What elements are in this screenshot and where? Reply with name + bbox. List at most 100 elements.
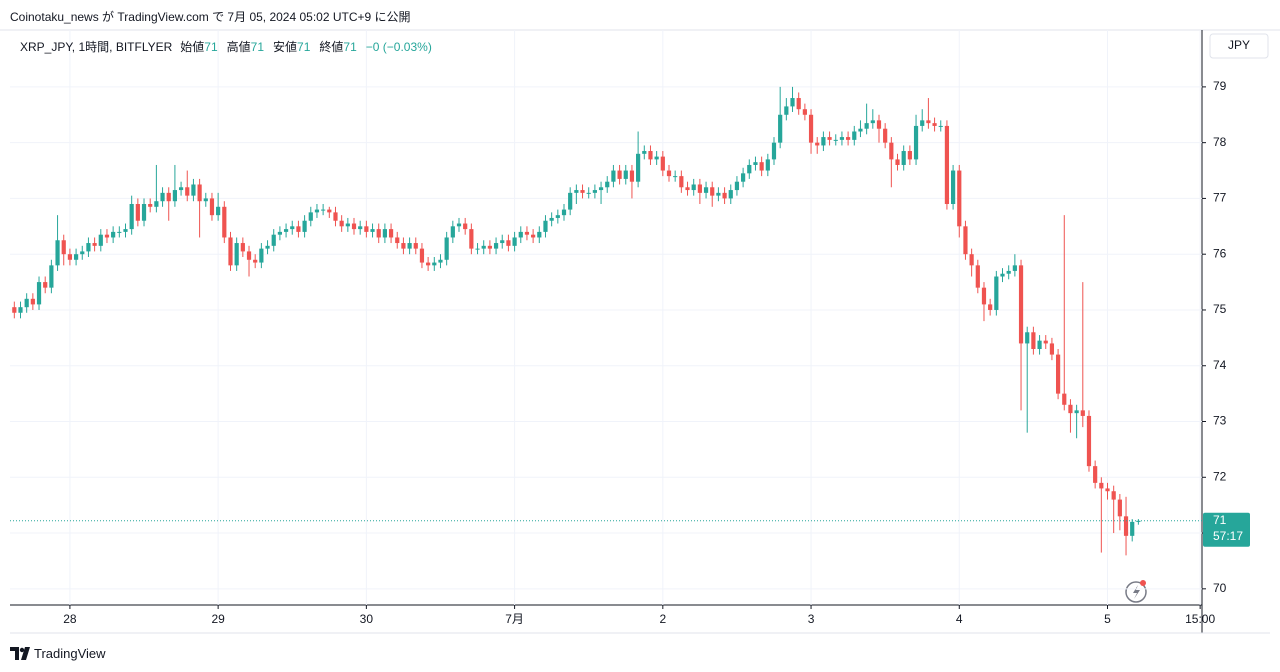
body bbox=[308, 212, 313, 221]
body bbox=[876, 120, 882, 129]
body bbox=[49, 265, 54, 288]
body bbox=[18, 307, 23, 313]
body bbox=[1099, 482, 1104, 489]
body bbox=[821, 137, 826, 146]
body bbox=[1062, 393, 1067, 405]
body bbox=[611, 170, 616, 182]
body bbox=[36, 282, 42, 305]
body bbox=[61, 240, 66, 255]
x-tick-label: 7月 bbox=[505, 612, 524, 626]
alert-dot bbox=[1140, 580, 1146, 586]
currency-box[interactable] bbox=[1209, 33, 1269, 59]
body bbox=[166, 192, 171, 202]
body bbox=[259, 248, 264, 263]
y-tick-label: 72 bbox=[1213, 469, 1227, 483]
field-label: 高値 bbox=[226, 40, 251, 54]
body bbox=[994, 276, 999, 310]
body bbox=[463, 223, 468, 230]
body bbox=[969, 254, 974, 266]
body bbox=[691, 184, 696, 191]
bolt bbox=[1133, 585, 1140, 599]
body bbox=[1111, 491, 1116, 500]
body bbox=[1018, 265, 1024, 344]
body bbox=[67, 254, 73, 260]
body bbox=[302, 220, 307, 232]
x-tick-label: 29 bbox=[211, 612, 225, 626]
body bbox=[456, 223, 462, 227]
body bbox=[426, 262, 431, 266]
body bbox=[1000, 273, 1005, 277]
body bbox=[543, 220, 548, 232]
body bbox=[370, 229, 375, 232]
body bbox=[321, 209, 326, 211]
body bbox=[1049, 343, 1055, 355]
body bbox=[160, 192, 165, 202]
body bbox=[771, 142, 777, 160]
body bbox=[796, 98, 801, 110]
body bbox=[438, 259, 443, 263]
body bbox=[568, 192, 573, 210]
field-value: 71 bbox=[250, 40, 265, 54]
y-tick-label: 74 bbox=[1213, 358, 1227, 372]
field-label: 安値 bbox=[273, 40, 298, 54]
brand: TradingView bbox=[34, 646, 106, 661]
body bbox=[944, 125, 950, 205]
x-tick-label: 28 bbox=[63, 612, 77, 626]
body bbox=[228, 237, 233, 266]
body bbox=[852, 131, 857, 140]
body bbox=[129, 204, 134, 230]
body bbox=[654, 156, 659, 160]
body bbox=[123, 229, 128, 232]
currency: JPY bbox=[1228, 38, 1250, 52]
body bbox=[419, 248, 425, 263]
body bbox=[827, 137, 832, 140]
body bbox=[642, 151, 647, 154]
body bbox=[493, 243, 499, 249]
body bbox=[913, 125, 919, 160]
body bbox=[271, 234, 276, 246]
body bbox=[951, 170, 956, 205]
body bbox=[265, 245, 270, 249]
body bbox=[753, 162, 758, 165]
body bbox=[802, 109, 807, 115]
body bbox=[432, 262, 437, 266]
x-tick-label: 15:00 bbox=[1185, 612, 1215, 626]
body bbox=[1080, 410, 1085, 416]
body bbox=[191, 184, 196, 196]
publish-header: Coinotaku_news が TradingView.com で 7月 05… bbox=[10, 10, 411, 24]
body bbox=[858, 128, 863, 132]
body bbox=[382, 229, 387, 238]
body bbox=[988, 304, 993, 310]
body bbox=[870, 120, 875, 124]
body bbox=[734, 181, 740, 191]
body bbox=[450, 226, 455, 238]
body bbox=[975, 265, 980, 288]
body bbox=[246, 251, 252, 260]
body bbox=[358, 226, 363, 230]
body bbox=[407, 243, 412, 249]
body bbox=[104, 234, 110, 238]
x-tick-label: 2 bbox=[659, 612, 666, 626]
body bbox=[154, 201, 159, 207]
field-label: 始値 bbox=[180, 40, 205, 54]
last-price-label: 71 bbox=[1213, 513, 1227, 527]
body bbox=[839, 137, 845, 140]
body bbox=[209, 198, 215, 216]
body bbox=[117, 231, 122, 233]
body bbox=[901, 151, 906, 165]
logo-icon bbox=[10, 647, 30, 660]
body bbox=[598, 187, 604, 191]
body bbox=[555, 215, 560, 218]
body bbox=[778, 114, 783, 143]
body bbox=[574, 190, 579, 193]
body bbox=[784, 106, 789, 115]
body bbox=[932, 123, 937, 126]
body bbox=[444, 237, 449, 260]
body bbox=[185, 187, 190, 196]
body bbox=[741, 173, 746, 182]
body bbox=[135, 204, 140, 221]
x-tick-label: 30 bbox=[360, 612, 374, 626]
body bbox=[1123, 516, 1129, 536]
body bbox=[345, 223, 350, 227]
